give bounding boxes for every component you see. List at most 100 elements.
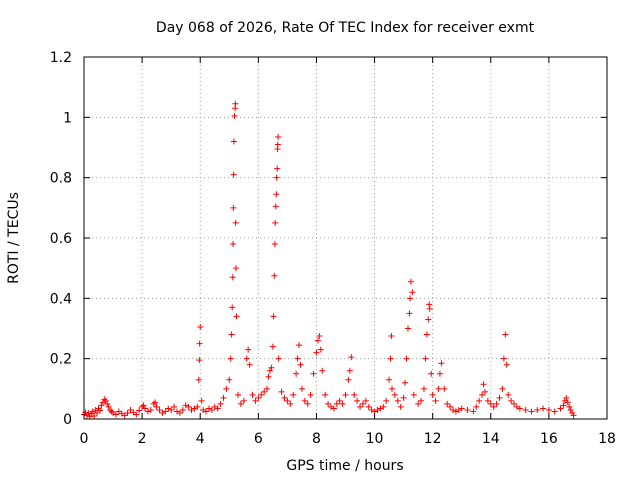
data-point: [182, 402, 189, 409]
data-point: [365, 403, 372, 410]
data-point: [304, 400, 311, 407]
data-point: [261, 388, 268, 395]
data-point: [104, 400, 111, 407]
data-point: [231, 112, 238, 119]
data-point: [249, 391, 256, 398]
plot-frame: [83, 56, 608, 420]
data-point: [444, 400, 451, 407]
data-point: [415, 400, 422, 407]
data-point: [290, 391, 297, 398]
data-point: [470, 408, 477, 415]
data-point: [327, 403, 334, 410]
data-point: [287, 400, 294, 407]
data-point: [150, 400, 157, 407]
data-point: [359, 400, 366, 407]
data-point: [203, 408, 210, 415]
data-point: [342, 391, 349, 398]
data-point: [196, 357, 203, 364]
x-tick-label: 0: [80, 431, 89, 447]
data-point: [441, 385, 448, 392]
data-point: [540, 405, 547, 412]
data-point: [270, 313, 277, 320]
data-point: [139, 403, 146, 410]
x-tick-label: 18: [598, 431, 616, 447]
data-point: [245, 346, 252, 353]
data-point: [346, 367, 353, 374]
data-point: [429, 391, 436, 398]
data-point: [156, 406, 163, 413]
data-point: [240, 397, 247, 404]
data-point: [406, 310, 413, 317]
data-point: [293, 370, 300, 377]
data-point: [230, 138, 237, 145]
data-point: [348, 354, 355, 361]
data-point: [336, 397, 343, 404]
data-point: [246, 361, 253, 368]
data-point: [388, 385, 395, 392]
data-point: [281, 394, 288, 401]
data-point: [339, 400, 346, 407]
data-point: [479, 391, 486, 398]
data-point: [232, 100, 239, 107]
data-point: [473, 403, 480, 410]
data-point: [426, 305, 433, 312]
data-point: [388, 333, 395, 340]
data-point: [162, 408, 169, 415]
data-point: [229, 274, 236, 281]
data-point: [284, 397, 291, 404]
data-point: [455, 406, 462, 413]
chart-title: Day 068 of 2026, Rate Of TEC Index for r…: [156, 20, 535, 36]
data-point: [410, 391, 417, 398]
data-point: [232, 265, 239, 272]
data-point: [234, 391, 241, 398]
x-tick-label: 2: [138, 431, 147, 447]
data-point: [317, 346, 324, 353]
x-tick-label: 8: [312, 431, 321, 447]
data-point: [258, 391, 265, 398]
data-point: [144, 408, 151, 415]
data-point: [140, 402, 147, 409]
data-point: [159, 409, 166, 416]
data-point: [205, 405, 212, 412]
data-point: [272, 219, 279, 226]
data-point: [91, 412, 98, 419]
data-point: [422, 355, 429, 362]
y-tick-label: 0.6: [50, 231, 72, 247]
y-tick-label: 0.8: [50, 171, 72, 187]
data-point: [330, 405, 337, 412]
data-point: [171, 403, 178, 410]
data-point: [268, 364, 275, 371]
data-point: [436, 370, 443, 377]
data-point: [502, 331, 509, 338]
data-point: [264, 385, 271, 392]
x-tick-label: 10: [366, 431, 384, 447]
data-point: [534, 406, 541, 413]
data-point: [275, 355, 282, 362]
data-point: [426, 301, 433, 308]
y-tick-label: 1: [63, 110, 72, 126]
data-point: [226, 376, 233, 383]
data-point: [566, 403, 573, 410]
data-point: [230, 171, 237, 178]
data-point: [377, 405, 384, 412]
x-tick-label: 14: [482, 431, 500, 447]
data-point: [322, 391, 329, 398]
data-point: [551, 408, 558, 415]
data-point: [296, 342, 303, 349]
data-point: [230, 204, 237, 211]
data-point: [230, 241, 237, 248]
data-point: [371, 408, 378, 415]
data-point: [168, 406, 175, 413]
data-point: [387, 355, 394, 362]
data-point: [560, 402, 567, 409]
data-point: [425, 316, 432, 323]
y-axis-label: ROTI / TECUs: [6, 192, 22, 284]
data-point: [191, 405, 198, 412]
data-point: [196, 340, 203, 347]
data-point: [173, 408, 180, 415]
data-point: [99, 399, 106, 406]
data-point: [265, 373, 272, 380]
data-point: [450, 406, 457, 413]
data-point: [217, 400, 224, 407]
